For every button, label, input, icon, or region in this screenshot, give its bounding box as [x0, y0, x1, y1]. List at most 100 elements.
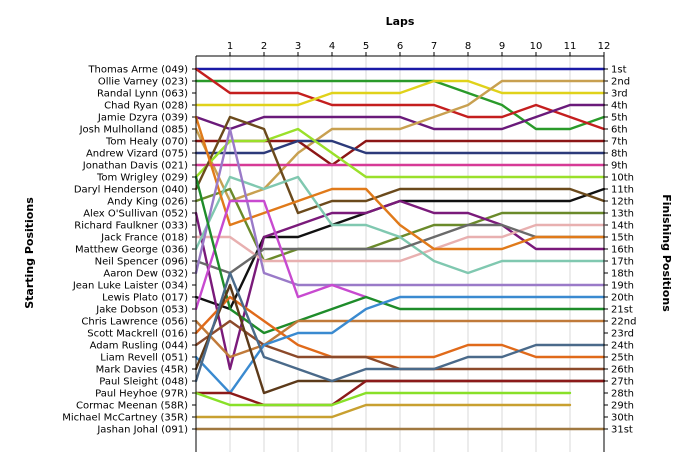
starting-position-label: Jack France (018)	[100, 233, 188, 244]
starting-position-label: Thomas Arme (049)	[87, 65, 188, 76]
starting-position-label: Liam Revell (051)	[100, 353, 188, 364]
driver-series-line-10	[194, 127, 606, 179]
starting-position-label: Tom Healy (070)	[105, 137, 188, 148]
starting-position-label: Randal Lynn (063)	[97, 89, 188, 100]
left-axis-title: Starting Positions	[23, 197, 36, 309]
finishing-position-label: 1st	[611, 65, 627, 76]
finishing-position-label: 20th	[611, 293, 634, 304]
finishing-position-labels: 1st2nd3rd4th5th6th7th8th9th10th11th12th1…	[611, 65, 636, 436]
driver-series-line-14	[194, 199, 606, 371]
finishing-position-label: 4th	[611, 101, 628, 112]
finishing-position-label: 17th	[611, 257, 634, 268]
lap-tick-label: 11	[564, 41, 577, 52]
driver-series-line-12	[194, 115, 606, 215]
starting-position-label: Josh Mulholland (085)	[79, 125, 189, 136]
lap-tick-label: 10	[530, 41, 543, 52]
starting-position-label: Jean Luke Laister (034)	[72, 281, 188, 292]
starting-position-label: Michael McCartney (35R)	[62, 413, 188, 424]
right-axis-title: Finishing Positions	[660, 194, 673, 312]
starting-position-label: Paul Heyhoe (97R)	[95, 389, 188, 400]
starting-position-label: Matthew George (036)	[75, 245, 188, 256]
finishing-position-label: 23rd	[611, 329, 634, 340]
starting-position-label: Neil Spencer (096)	[95, 257, 188, 268]
finishing-position-label: 31st	[611, 425, 633, 436]
starting-position-label: Andrew Vizard (075)	[86, 149, 188, 160]
lap-tick-label: 12	[598, 41, 611, 52]
starting-position-label: Chad Ryan (028)	[104, 101, 188, 112]
starting-position-label: Paul Sleight (048)	[99, 377, 188, 388]
grid	[229, 56, 571, 452]
starting-position-label: Aaron Dew (032)	[103, 269, 188, 280]
starting-position-label: Tom Wrigley (029)	[96, 173, 188, 184]
driver-series-line-5	[194, 103, 606, 131]
finishing-position-label: 30th	[611, 413, 634, 424]
finishing-position-label: 11th	[611, 185, 634, 196]
finishing-position-label: 7th	[611, 137, 628, 148]
finishing-position-label: 9th	[611, 161, 628, 172]
top-axis-title: Laps	[386, 15, 415, 28]
driver-series-line-19	[194, 127, 606, 287]
starting-position-label: Scott Mackrell (016)	[87, 329, 188, 340]
lap-tick-label: 1	[227, 41, 233, 52]
starting-position-label: Jamie Dzyra (039)	[97, 113, 188, 124]
driver-series-line-2	[194, 79, 606, 131]
lap-tick-label: 2	[261, 41, 267, 52]
driver-series-line-27	[194, 271, 606, 383]
lap-tick-label: 6	[397, 41, 403, 52]
finishing-position-label: 18th	[611, 269, 634, 280]
starting-position-label: Jonathan Davis (021)	[82, 161, 188, 172]
starting-position-label: Lewis Plato (017)	[102, 293, 188, 304]
driver-series-line-3	[194, 67, 606, 131]
lap-tick-label: 3	[295, 41, 301, 52]
lap-tick-label: 9	[499, 41, 505, 52]
driver-series-line-18	[194, 115, 606, 251]
finishing-position-label: 13th	[611, 209, 634, 220]
lap-tick-label: 7	[431, 41, 437, 52]
finishing-position-label: 25th	[611, 353, 634, 364]
starting-position-label: Cormac Meenan (58R)	[76, 401, 188, 412]
finishing-position-label: 29th	[611, 401, 634, 412]
series-group	[194, 67, 606, 431]
driver-series-line-8	[194, 139, 606, 155]
finishing-position-label: 26th	[611, 365, 634, 376]
driver-series-line-15	[194, 223, 606, 263]
starting-position-label: Jake Dobson (053)	[95, 305, 188, 316]
driver-series-line-29	[194, 391, 572, 407]
finishing-position-label: 21st	[611, 305, 633, 316]
finishing-position-label: 27th	[611, 377, 634, 388]
starting-position-label: Adam Rusling (044)	[90, 341, 189, 352]
starting-position-label: Ollie Varney (023)	[98, 77, 188, 88]
finishing-position-label: 28th	[611, 389, 634, 400]
finishing-position-label: 8th	[611, 149, 628, 160]
lap-tick-label: 8	[465, 41, 471, 52]
driver-series-line-20	[194, 199, 368, 311]
starting-position-label: Jashan Johal (091)	[96, 425, 188, 436]
finishing-position-label: 5th	[611, 113, 628, 124]
driver-series-line-16	[194, 175, 606, 275]
lap-tick-label: 4	[329, 41, 335, 52]
finishing-position-label: 6th	[611, 125, 628, 136]
starting-position-label: Mark Davies (45R)	[96, 365, 188, 376]
driver-series-line-4	[194, 79, 606, 107]
finishing-position-label: 19th	[611, 281, 634, 292]
driver-series-line-23	[194, 295, 606, 359]
driver-series-line-25	[194, 295, 606, 395]
starting-position-label: Richard Faulkner (033)	[74, 221, 188, 232]
finishing-position-label: 14th	[611, 221, 634, 232]
finishing-position-label: 2nd	[611, 77, 630, 88]
lap-ticks: 1 2 3 4 5 6 7 8 9 10 11 12	[192, 41, 611, 430]
finishing-position-label: 12th	[611, 197, 634, 208]
finishing-position-label: 16th	[611, 245, 634, 256]
starting-position-label: Alex O'Sullivan (052)	[83, 209, 188, 220]
starting-position-labels: Thomas Arme (049)Ollie Varney (023)Randa…	[62, 65, 188, 436]
starting-position-label: Chris Lawrence (056)	[81, 317, 188, 328]
driver-series-line-21	[194, 175, 606, 335]
finishing-position-label: 15th	[611, 233, 634, 244]
finishing-position-label: 22nd	[611, 317, 636, 328]
finishing-position-label: 3rd	[611, 89, 628, 100]
finishing-position-label: 10th	[611, 173, 634, 184]
lap-tick-label: 5	[363, 41, 369, 52]
starting-position-label: Daryl Henderson (040)	[74, 185, 188, 196]
starting-position-label: Andy King (026)	[107, 197, 188, 208]
